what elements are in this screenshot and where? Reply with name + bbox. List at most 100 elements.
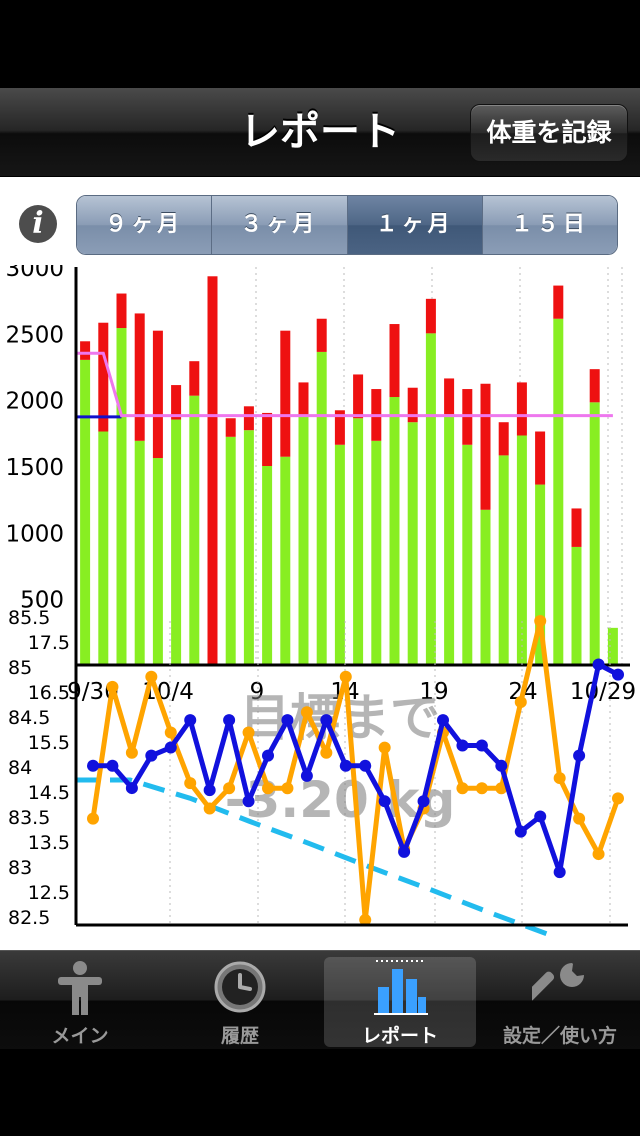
bar-intake — [80, 359, 91, 665]
x-tick-label: 9 — [250, 679, 265, 705]
segment-1-month[interactable]: １ヶ月 — [346, 196, 482, 254]
bar-excess — [444, 378, 455, 415]
goal-weight-line — [76, 777, 551, 937]
bar-excess — [189, 361, 200, 396]
segment-15-days[interactable]: １５日 — [481, 196, 617, 254]
y-tick-label: 1000 — [5, 521, 64, 547]
body-fat-point — [475, 782, 488, 795]
weight-point — [339, 759, 352, 772]
weight-point — [456, 739, 469, 752]
weight-line-chart: 目標まで-3.20 kg85.58584.58483.58382.517.516… — [8, 607, 628, 937]
weight-tick-label: 83 — [8, 857, 32, 879]
bar-excess — [280, 330, 291, 457]
report-content: i ９ヶ月 ３ヶ月 １ヶ月 １５日 3000 2500 2000 1500 1000 50… — [0, 177, 640, 950]
record-weight-button[interactable]: 体重を記録 — [470, 104, 628, 162]
bar-intake — [262, 466, 273, 665]
weight-point — [320, 714, 333, 727]
weight-tick-label: 84 — [8, 757, 32, 779]
weight-point — [437, 714, 449, 727]
body-fat-point — [164, 726, 177, 739]
status-bar — [0, 0, 640, 88]
fat-tick-label: 13.5 — [28, 832, 70, 854]
bar-excess — [498, 422, 509, 456]
weight-line — [93, 661, 620, 875]
fat-tick-label: 16.5 — [28, 682, 70, 704]
body-fat-point — [184, 777, 197, 790]
tab-settings[interactable]: 設定／使い方 — [484, 957, 636, 1047]
weight-point — [514, 825, 527, 838]
weight-point — [223, 714, 236, 727]
goal-calorie-line — [76, 351, 613, 418]
body-fat-point — [339, 670, 352, 683]
bar-excess — [243, 406, 254, 431]
bar-intake — [589, 402, 600, 665]
bar-excess — [553, 285, 564, 319]
body-fat-point — [106, 680, 119, 693]
tab-main-label: メイン — [51, 1025, 109, 1047]
bar-intake — [444, 414, 455, 665]
weight-point — [359, 759, 372, 772]
weight-tick-label: 84.5 — [8, 707, 50, 729]
body-fat-point — [203, 802, 216, 815]
bar-excess — [98, 322, 109, 432]
weight-point — [475, 739, 488, 752]
info-icon[interactable]: i — [19, 205, 57, 243]
bar-intake — [171, 419, 182, 665]
navigation-bar: レポート 体重を記録 — [0, 88, 640, 177]
bar-intake — [243, 430, 254, 665]
bar-intake — [607, 627, 618, 665]
y-tick-label: 500 — [20, 588, 64, 614]
weight-point — [164, 741, 177, 754]
bar-intake — [462, 444, 473, 665]
tab-report[interactable]: レポート — [324, 957, 476, 1047]
weight-point — [203, 784, 216, 797]
bar-intake — [280, 456, 291, 665]
tab-main[interactable]: メイン — [4, 957, 156, 1047]
bar-intake — [98, 431, 109, 665]
bar-intake — [225, 436, 236, 665]
body-fat-point — [87, 812, 99, 825]
weight-point — [592, 658, 605, 671]
weight-point — [242, 795, 255, 808]
body-fat-point — [573, 812, 586, 825]
segment-3-months[interactable]: ３ヶ月 — [211, 196, 347, 254]
bar-excess — [134, 313, 145, 441]
body-fat-point — [125, 746, 138, 759]
weight-point — [495, 759, 508, 772]
segment-9-months[interactable]: ９ヶ月 — [77, 196, 212, 254]
body-fat-point — [495, 782, 508, 795]
weight-tick-label: 85.5 — [8, 607, 50, 629]
bar-excess — [262, 412, 273, 466]
x-tick-label: 19 — [419, 679, 448, 705]
bar-intake — [152, 458, 163, 665]
body-fat-point — [592, 848, 605, 861]
weight-point — [378, 795, 391, 808]
bar-excess — [116, 293, 127, 329]
wrench-icon — [532, 963, 584, 1001]
weight-point — [417, 795, 430, 808]
bar-excess — [334, 410, 345, 445]
bar-excess — [516, 382, 527, 436]
bar-intake — [298, 415, 309, 665]
tab-history[interactable]: 履歴 — [164, 957, 316, 1047]
y-tick-label: 2000 — [5, 389, 64, 415]
bar-chart-icon — [374, 960, 428, 1015]
fat-tick-label: 15.5 — [28, 732, 70, 754]
tab-history-label: 履歴 — [220, 1025, 259, 1047]
bar-intake — [134, 440, 145, 665]
y-tick-label: 1500 — [5, 455, 64, 481]
bar-intake — [316, 351, 327, 665]
weight-point — [612, 668, 624, 681]
clock-icon — [214, 961, 266, 1013]
bar-excess — [207, 276, 218, 665]
weight-point — [145, 749, 158, 762]
period-segmented-control: ９ヶ月 ３ヶ月 １ヶ月 １５日 — [76, 195, 618, 255]
body-fat-point — [359, 913, 372, 926]
bar-excess — [316, 318, 327, 352]
weight-point — [300, 769, 313, 782]
weight-point — [281, 714, 294, 727]
bar-intake — [425, 333, 436, 665]
bar-excess — [171, 385, 182, 420]
page-title: レポート — [240, 109, 400, 155]
